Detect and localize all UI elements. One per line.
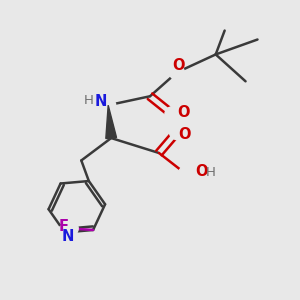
Circle shape <box>165 107 180 122</box>
Text: N: N <box>62 230 74 244</box>
Text: H: H <box>84 94 94 107</box>
Circle shape <box>169 124 184 140</box>
Circle shape <box>178 167 193 182</box>
Text: H: H <box>206 166 216 179</box>
Circle shape <box>63 221 78 236</box>
Text: O: O <box>172 58 184 73</box>
Text: O: O <box>195 164 207 179</box>
Text: F: F <box>58 220 68 235</box>
Text: N: N <box>94 94 107 109</box>
Text: O: O <box>178 105 190 120</box>
Text: O: O <box>178 127 190 142</box>
Polygon shape <box>106 105 116 139</box>
Circle shape <box>57 225 72 240</box>
Circle shape <box>101 98 116 113</box>
Circle shape <box>169 65 184 80</box>
